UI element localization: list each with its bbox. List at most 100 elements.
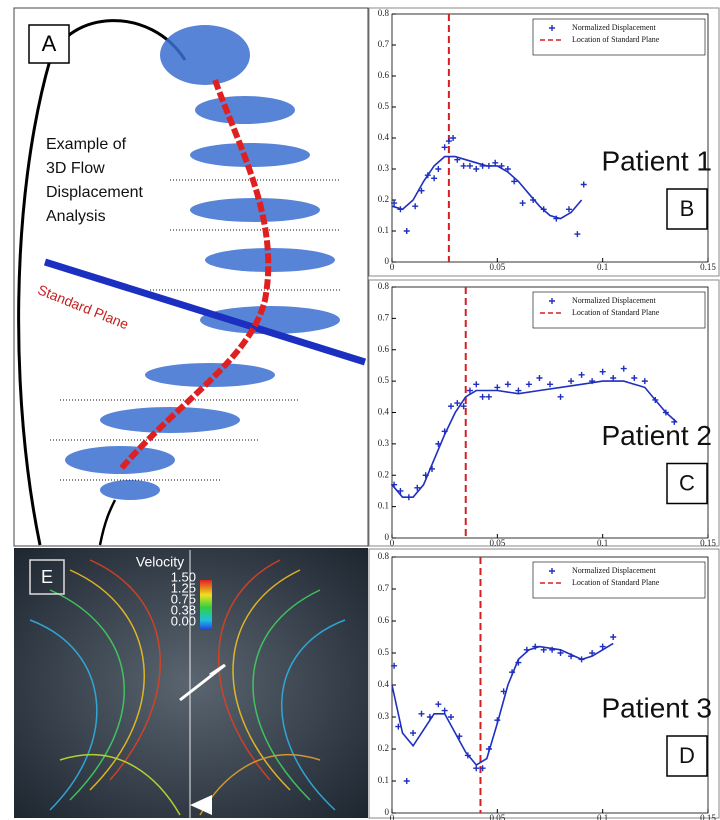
data-point [540, 206, 547, 213]
data-point [405, 494, 412, 501]
legend-marker [549, 568, 555, 574]
data-point [652, 396, 659, 403]
y-tick-label: 0.8 [378, 281, 390, 291]
y-tick-label: 0.2 [378, 194, 389, 204]
data-point [473, 166, 480, 172]
data-point [460, 162, 467, 169]
x-tick-label: 0.05 [489, 538, 505, 548]
data-point [589, 650, 596, 656]
data-point [479, 162, 486, 169]
data-point [610, 374, 617, 381]
y-tick-label: 0.5 [378, 375, 390, 385]
x-tick-label: 0 [390, 538, 395, 548]
y-tick-label: 0.7 [378, 583, 390, 593]
x-tick-label: 0.15 [700, 813, 716, 820]
colorbar-title: Velocity [136, 554, 184, 570]
data-point [454, 400, 461, 407]
colorbar-label: 1.25 [171, 580, 196, 595]
x-tick-label: 0.15 [700, 262, 716, 272]
y-tick-label: 0.1 [378, 775, 389, 785]
data-point [466, 387, 473, 394]
data-point [391, 481, 398, 488]
y-tick-label: 0.6 [378, 70, 390, 80]
data-point [662, 409, 669, 416]
data-point [424, 172, 431, 179]
legend-marker [549, 25, 555, 31]
x-tick-label: 0.15 [700, 538, 716, 548]
y-tick-label: 0.3 [378, 163, 390, 173]
fit-line [391, 642, 614, 767]
panel-label-box [666, 188, 708, 230]
y-tick-label: 0.3 [378, 711, 390, 721]
legend-box [532, 291, 706, 329]
data-point [473, 381, 480, 388]
data-point [429, 465, 436, 472]
data-point [403, 778, 410, 784]
x-tick-label: 0.05 [489, 813, 505, 820]
y-tick-label: 0.7 [378, 39, 390, 49]
panel-a [13, 7, 369, 547]
data-point [435, 166, 442, 172]
data-point [589, 378, 596, 385]
panel-label: A [42, 31, 57, 56]
caption-line: Example of [46, 136, 127, 153]
data-point [530, 197, 537, 203]
data-point [403, 228, 410, 234]
x-tick-label: 0.1 [597, 262, 608, 272]
data-point [553, 215, 560, 222]
colorbar-labels: 1.501.250.750.380.00 [171, 569, 196, 628]
annotation: Patient 1 [601, 145, 712, 176]
data-point [599, 368, 606, 375]
data-point [620, 365, 627, 372]
data-point [414, 484, 421, 491]
data-point [485, 393, 492, 400]
panel-label: B [680, 196, 695, 221]
caption-line: Analysis [46, 208, 106, 225]
data-point [485, 746, 492, 752]
label-box [29, 559, 65, 595]
data-point [547, 381, 553, 388]
data-point [574, 231, 581, 238]
legend-label: Location of Standard Plane [572, 35, 660, 44]
data-point [410, 730, 417, 736]
x-tick-label: 0 [390, 813, 395, 820]
annotation: Patient 2 [601, 420, 712, 451]
data-point [418, 187, 425, 194]
y-tick-label: 0 [385, 532, 390, 542]
data-point [515, 659, 522, 666]
caption-line: Displacement [46, 184, 143, 201]
data-point [532, 643, 539, 650]
y-tick-label: 0.2 [378, 469, 389, 479]
data-point [431, 175, 438, 182]
data-point [447, 403, 454, 410]
data-point [397, 487, 404, 494]
y-tick-label: 0.2 [378, 743, 389, 753]
x-tick-label: 0.1 [597, 538, 608, 548]
data-point [456, 733, 463, 740]
data-point [391, 200, 398, 207]
data-point [441, 428, 448, 435]
x-tick-label: 0 [390, 262, 395, 272]
data-point [441, 144, 448, 151]
data-point [671, 418, 678, 425]
data-point [515, 387, 522, 394]
data-point [412, 203, 419, 210]
data-point [578, 656, 585, 663]
legend-label: Normalized Displacement [572, 23, 657, 32]
data-point [450, 135, 457, 141]
data-point [435, 701, 442, 708]
panel-label-box [666, 735, 708, 777]
annotation: Patient 3 [601, 692, 712, 723]
y-tick-label: 0.4 [378, 132, 390, 142]
y-tick-label: 0.6 [378, 344, 390, 354]
y-tick-label: 0 [385, 256, 390, 266]
y-tick-label: 0.4 [378, 679, 390, 689]
data-point [473, 765, 480, 772]
y-tick-label: 0.1 [378, 225, 389, 235]
data-point [504, 166, 511, 172]
data-point [568, 378, 575, 385]
caption-line: 3D Flow [46, 160, 105, 177]
panel-e [14, 548, 368, 818]
data-point [445, 138, 452, 145]
